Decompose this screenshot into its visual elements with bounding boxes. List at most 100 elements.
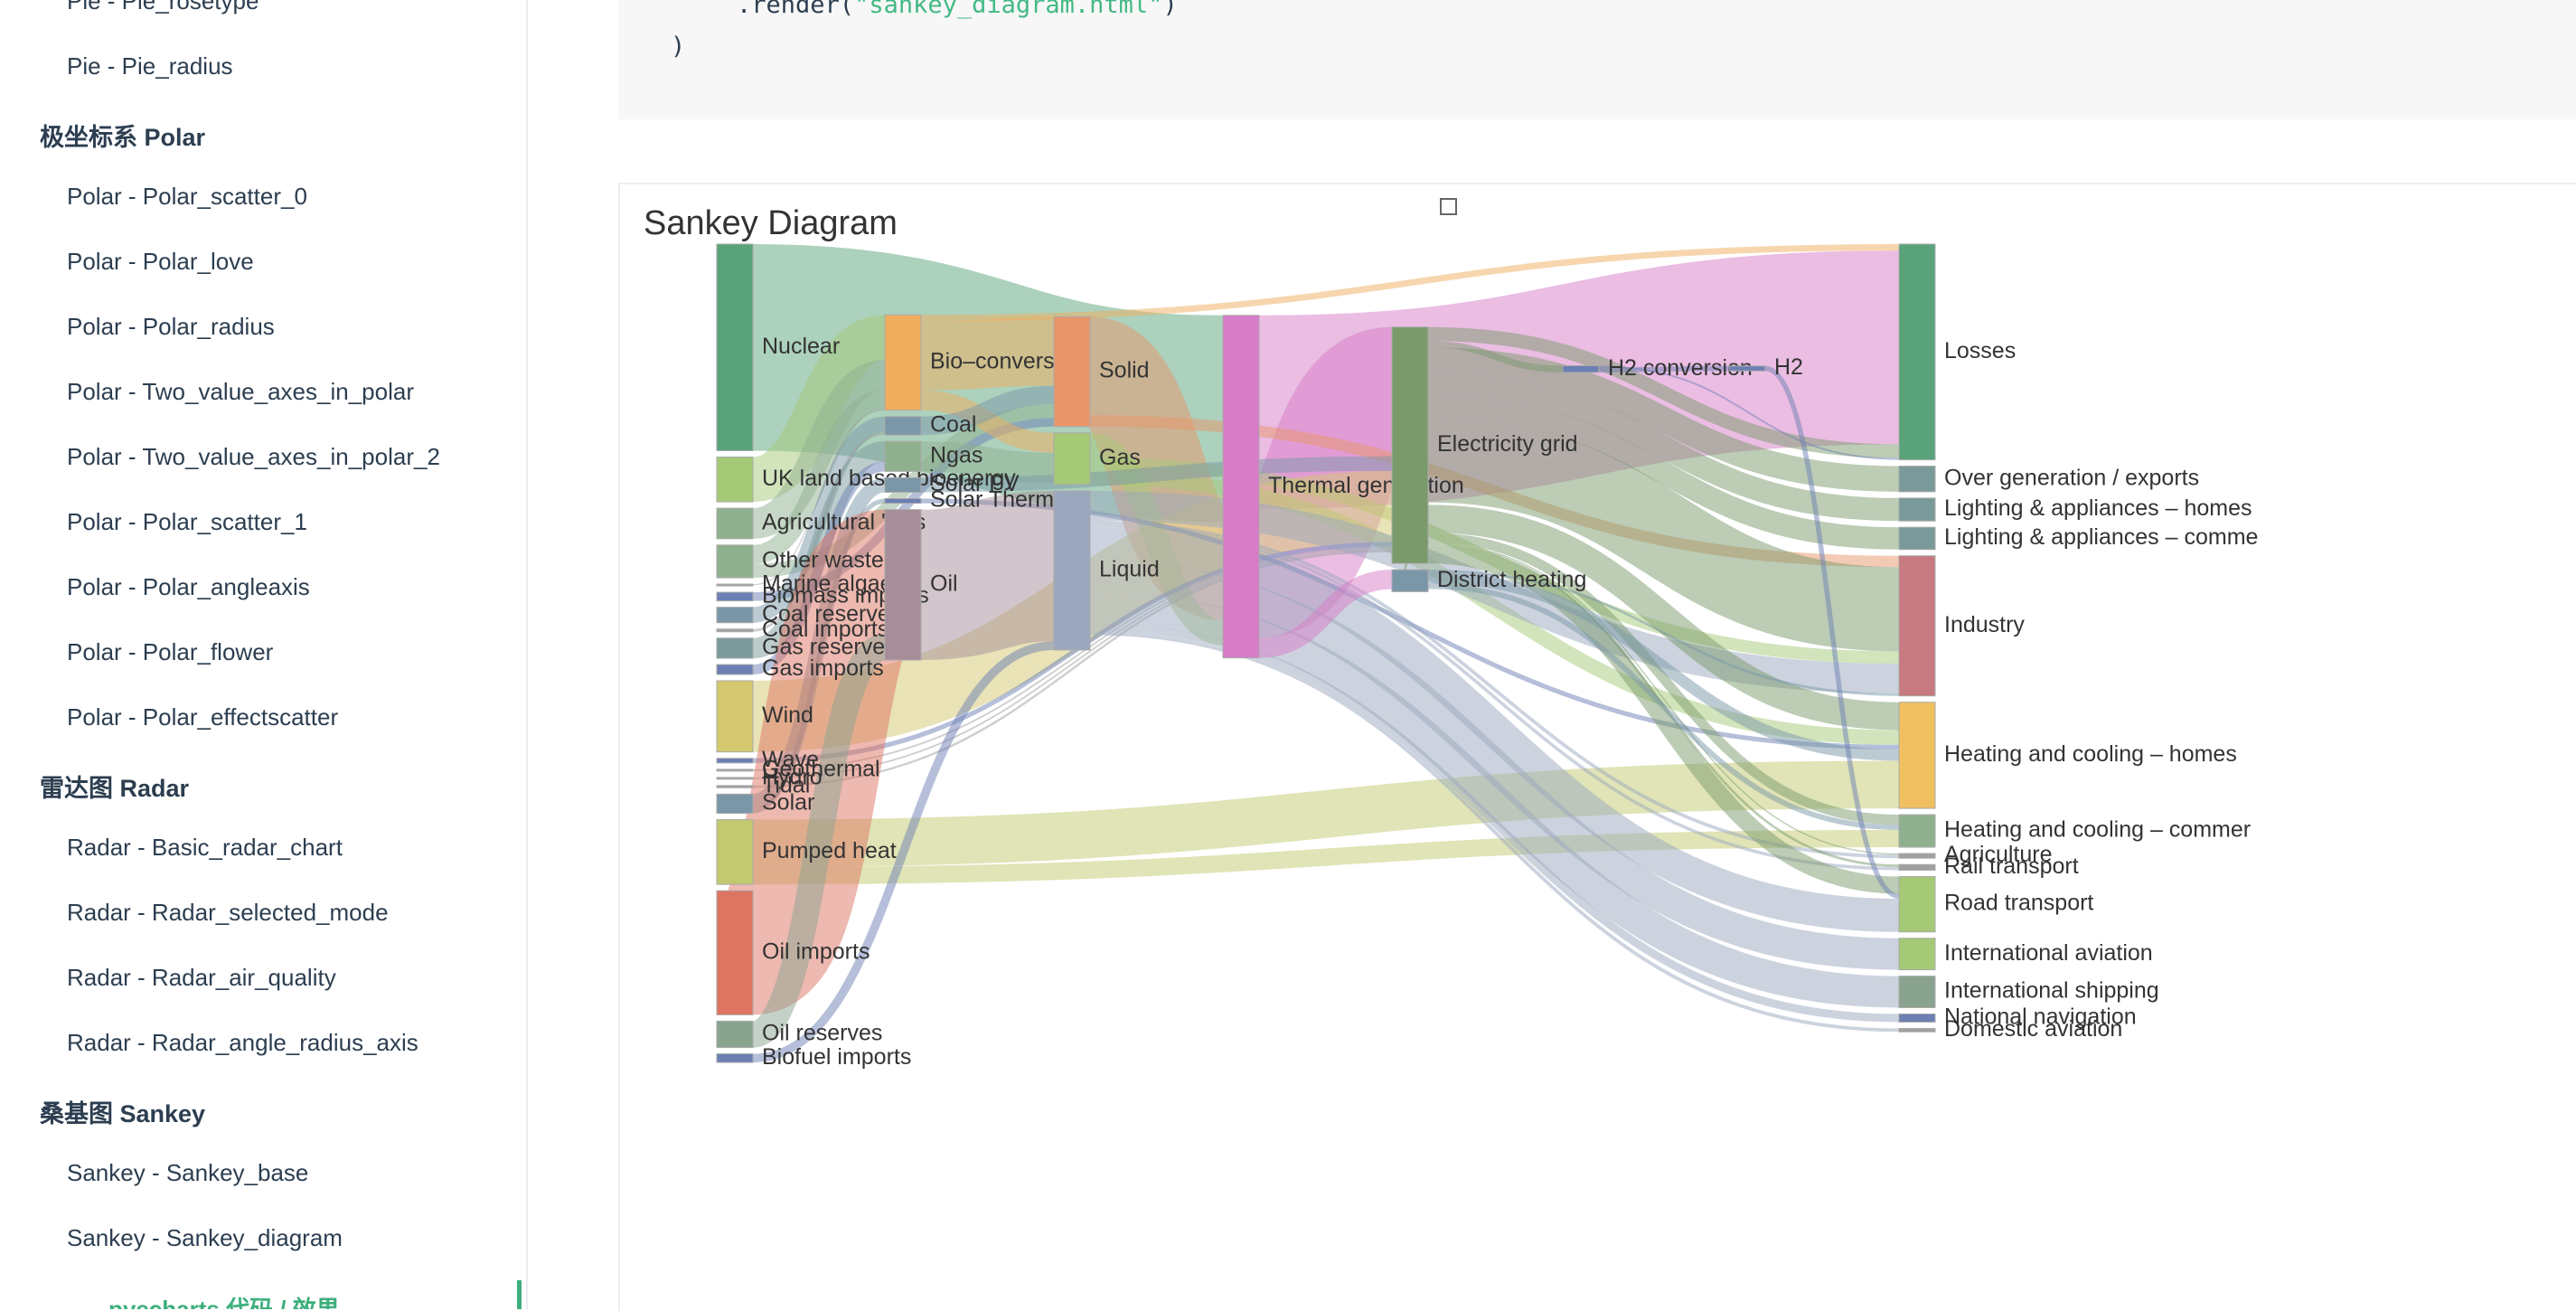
sankey-node-uk-land-based-bioenergy[interactable] <box>716 456 754 503</box>
sidebar-item-radar-radar-air-quality[interactable]: Radar - Radar_air_quality <box>67 964 336 991</box>
sankey-node-domestic-aviation[interactable] <box>1898 1027 1936 1033</box>
sankey-link-electricity-grid-to-industry[interactable] <box>1427 418 1900 652</box>
sankey-link-bio-conversion-to-solid[interactable] <box>920 316 1055 391</box>
sankey-node-wave[interactable] <box>716 758 754 764</box>
sankey-link-district-heating-to-industry[interactable] <box>1427 570 1900 696</box>
sidebar-item-polar-two-value-axes-in-polar-2[interactable]: Polar - Two_value_axes_in_polar_2 <box>67 443 440 470</box>
sankey-node-geothermal[interactable] <box>716 769 754 772</box>
sankey-node-national-navigation[interactable] <box>1898 1013 1936 1023</box>
sidebar-item-polar-polar-scatter-1[interactable]: Polar - Polar_scatter_1 <box>67 508 307 535</box>
sankey-node-wind[interactable] <box>716 680 754 753</box>
sankey-link-h2-to-road-transport[interactable] <box>1764 365 1900 899</box>
sankey-link-pumped-heat-to-heating-and-cooling-homes[interactable] <box>752 760 1900 868</box>
sidebar-item-pie-pie-radius[interactable]: Pie - Pie_radius <box>67 52 233 80</box>
sankey-link-other-waste-to-bio-conversion[interactable] <box>751 390 887 564</box>
sankey-node-bio-conversion[interactable] <box>884 314 922 411</box>
sidebar-item-sankey-sankey-base[interactable]: Sankey - Sankey_base <box>67 1159 309 1186</box>
sankey-node-international-aviation[interactable] <box>1898 938 1936 971</box>
sankey-link-coal-to-solid[interactable] <box>920 385 1055 436</box>
sankey-link-electricity-grid-to-h2-conversion[interactable] <box>1427 340 1564 373</box>
sankey-node-solar-pv[interactable] <box>884 476 922 493</box>
sidebar-item-polar-polar-flower[interactable]: Polar - Polar_flower <box>67 638 274 665</box>
sankey-node-oil[interactable] <box>884 509 922 661</box>
sankey-node-solar[interactable] <box>716 793 754 815</box>
sidebar-subitem-active[interactable]: pyecharts 代码 / 效果 <box>108 1296 340 1309</box>
sidebar-item-polar-polar-radius[interactable]: Polar - Polar_radius <box>67 313 275 340</box>
sidebar-item-radar-basic-radar-chart[interactable]: Radar - Basic_radar_chart <box>67 834 343 861</box>
sankey-node-coal[interactable] <box>884 416 922 436</box>
sankey-node-rail-transport[interactable] <box>1898 863 1936 871</box>
sidebar-item-sankey-sankey-diagram[interactable]: Sankey - Sankey_diagram <box>67 1224 343 1251</box>
sankey-link-ngas-to-gas[interactable] <box>920 441 1055 484</box>
sankey-link-oil-imports-to-oil[interactable] <box>719 509 919 1015</box>
sankey-link-h2-conversion-to-h2[interactable] <box>1598 365 1730 373</box>
sidebar-item-polar-polar-scatter-0[interactable]: Polar - Polar_scatter_0 <box>67 183 307 210</box>
sankey-node-h2-conversion[interactable] <box>1562 364 1600 373</box>
sankey-link-solar-pv-to-electricity-grid[interactable] <box>920 456 1393 493</box>
sankey-link-electricity-grid-to-heating-and-cooling-homes[interactable] <box>1427 505 1900 731</box>
sankey-node-tidal[interactable] <box>716 785 754 788</box>
sankey-link-district-heating-to-heating-and-cooling-commercial[interactable] <box>1427 583 1900 830</box>
sankey-node-hydro[interactable] <box>716 777 754 780</box>
sankey-node-pumped-heat[interactable] <box>716 819 754 885</box>
sankey-link-bio-conversion-to-gas[interactable] <box>920 390 1055 453</box>
sankey-link-oil-reserves-to-oil[interactable] <box>749 633 888 1048</box>
sankey-link-electricity-grid-to-heating-and-cooling-commercial[interactable] <box>1427 533 1900 825</box>
sankey-node-international-shipping[interactable] <box>1898 976 1936 1008</box>
sidebar-item-radar-radar-angle-radius-axis[interactable]: Radar - Radar_angle_radius_axis <box>67 1029 418 1056</box>
sankey-node-liquid[interactable] <box>1053 490 1091 651</box>
sankey-link-bio-conversion-to-losses[interactable] <box>920 243 1900 322</box>
sankey-node-industry[interactable] <box>1898 555 1936 697</box>
sidebar-item-radar-radar-selected-mode[interactable]: Radar - Radar_selected_mode <box>67 899 389 926</box>
sidebar-item-pie-pie-rosetype[interactable]: Pie - Pie_rosetype <box>67 0 259 14</box>
sankey-node-road-transport[interactable] <box>1898 875 1936 933</box>
sankey-node-solid[interactable] <box>1053 316 1091 428</box>
sidebar-item-polar-two-value-axes-in-polar[interactable]: Polar - Two_value_axes_in_polar <box>67 378 414 405</box>
sankey-node-electricity-grid[interactable] <box>1391 326 1429 564</box>
sankey-node-biomass-imports[interactable] <box>716 591 754 602</box>
sankey-node-nuclear[interactable] <box>716 243 754 451</box>
sidebar-item-polar-polar-effectscatter[interactable]: Polar - Polar_effectscatter <box>67 703 339 731</box>
sankey-link-biofuel-imports-to-liquid[interactable] <box>752 641 1055 1063</box>
sankey-node-over-generation-exports[interactable] <box>1898 466 1936 493</box>
sankey-label-over-generation-exports: Over generation / exports <box>1944 465 2199 490</box>
sankey-link-electricity-grid-to-over-generation-exports[interactable] <box>1427 347 1900 492</box>
sankey-link-agricultural-waste-to-bio-conversion[interactable] <box>751 359 887 539</box>
sankey-link-oil-to-liquid[interactable] <box>919 490 1056 661</box>
sankey-node-marine-algae[interactable] <box>716 583 754 587</box>
sankey-node-heating-and-cooling-homes[interactable] <box>1898 702 1936 809</box>
sankey-node-h2[interactable] <box>1728 365 1766 372</box>
sankey-link-thermal-generation-to-district-heating[interactable] <box>1258 570 1393 658</box>
sankey-link-h2-conversion-to-losses[interactable] <box>1598 365 1900 460</box>
sankey-node-thermal-generation[interactable] <box>1222 315 1260 659</box>
sankey-node-lighting-appliances-homes[interactable] <box>1898 497 1936 522</box>
sankey-node-losses[interactable] <box>1898 243 1936 461</box>
sankey-label-hydro: Hydro <box>762 764 823 789</box>
sankey-node-agricultural-waste[interactable] <box>716 507 754 540</box>
sankey-link-electricity-grid-to-agriculture[interactable] <box>1427 542 1900 855</box>
sankey-node-oil-reserves[interactable] <box>716 1020 754 1049</box>
sankey-node-lighting-appliances-commercial[interactable] <box>1898 526 1936 551</box>
sankey-link-uk-land-based-bioenergy-to-bio-conversion[interactable] <box>750 315 888 503</box>
sankey-node-solar-thermal[interactable] <box>884 497 922 505</box>
save-as-image-icon[interactable] <box>1440 198 1457 215</box>
sankey-node-oil-imports[interactable] <box>716 890 754 1015</box>
sankey-node-other-waste[interactable] <box>716 544 754 579</box>
sankey-link-pumped-heat-to-heating-and-cooling-commercial[interactable] <box>752 829 1900 885</box>
sankey-node-coal-imports[interactable] <box>716 628 754 633</box>
sidebar-item-polar-polar-love[interactable]: Polar - Polar_love <box>67 248 254 275</box>
sankey-node-ngas[interactable] <box>884 440 922 472</box>
sankey-node-gas[interactable] <box>1053 432 1091 486</box>
sidebar-item-polar-polar-angleaxis[interactable]: Polar - Polar_angleaxis <box>67 573 310 600</box>
sankey-link-district-heating-to-heating-and-cooling-homes[interactable] <box>1427 571 1900 761</box>
code-block: .render("sankey_diagram.html") ) <box>618 0 2576 119</box>
sankey-link-electricity-grid-to-lighting-appliances-commercial[interactable] <box>1427 395 1900 550</box>
sankey-node-gas-imports[interactable] <box>716 664 754 675</box>
sankey-node-heating-and-cooling-commercial[interactable] <box>1898 814 1936 848</box>
sankey-node-agriculture[interactable] <box>1898 853 1936 859</box>
sankey-node-coal-reserves[interactable] <box>716 607 754 624</box>
sankey-node-gas-reserves[interactable] <box>716 637 754 659</box>
sankey-node-biofuel-imports[interactable] <box>716 1053 754 1063</box>
sankey-node-district-heating[interactable] <box>1391 569 1429 592</box>
sankey-link-electricity-grid-to-road-transport[interactable] <box>1427 546 1900 894</box>
